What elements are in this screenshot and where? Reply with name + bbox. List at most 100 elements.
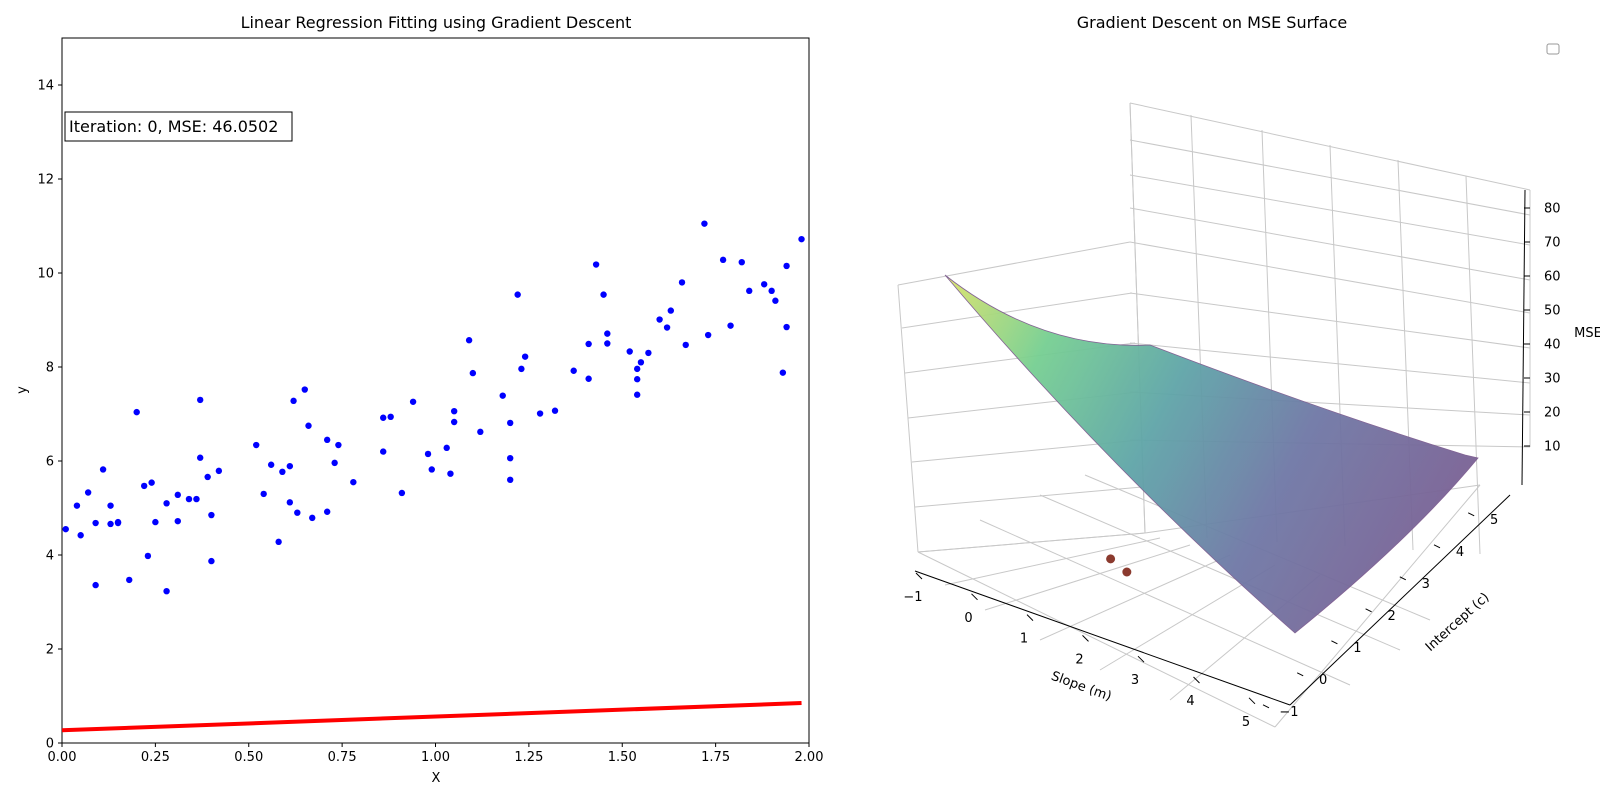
iteration-annotation-box (64, 111, 293, 142)
regression-x-label: X (432, 771, 441, 786)
data-point (768, 287, 775, 295)
regression-y-ticks: 0 2 4 6 8 10 12 14 (37, 79, 62, 752)
data-point (592, 261, 600, 268)
data-point (409, 398, 417, 405)
surface-y-tick-mark (1262, 704, 1270, 709)
surface-axis-lines (914, 189, 1526, 706)
data-point (469, 369, 477, 377)
data-point (633, 376, 641, 383)
data-point (738, 258, 745, 266)
data-point (73, 502, 81, 509)
surface-z-tick-label: 30 (1544, 372, 1561, 387)
data-point (604, 340, 611, 347)
iteration-annotation: Iteration: 0, MSE: 46.0502 (69, 117, 278, 136)
data-point (779, 369, 787, 376)
data-point (196, 454, 204, 461)
data-point (335, 441, 342, 449)
data-point (678, 279, 686, 286)
surface-axes: Gradient Descent on MSE Surface (897, 13, 1600, 730)
data-point (305, 422, 312, 429)
data-point (148, 479, 155, 486)
regression-fit-line (61, 701, 802, 733)
regression-axes: Linear Regression Fitting using Gradient… (15, 13, 823, 786)
data-point (387, 413, 394, 421)
surface-x-tick-mark (1026, 614, 1034, 621)
data-point (645, 349, 652, 357)
surface-z-tick-label: 40 (1544, 338, 1561, 353)
data-point (465, 337, 473, 344)
gradient-path-point (1122, 567, 1132, 577)
surface-z-label: MSE (1574, 326, 1600, 341)
data-point (185, 495, 193, 503)
data-point (323, 436, 331, 444)
data-point (163, 500, 170, 507)
surface-y-tick-mark (1365, 608, 1372, 613)
data-point (663, 324, 671, 331)
surface-title: Gradient Descent on MSE Surface (1077, 13, 1348, 32)
data-point (633, 365, 641, 373)
data-point (92, 519, 99, 527)
data-point (727, 322, 734, 329)
y-tick-label: 12 (37, 173, 54, 188)
x-tick-label: 0.25 (141, 750, 170, 765)
data-point (536, 410, 544, 417)
data-point (604, 330, 611, 337)
data-point (140, 482, 148, 490)
surface-y-tick-mark (1296, 672, 1304, 677)
data-point (275, 538, 282, 546)
data-point (507, 454, 514, 462)
data-point (398, 489, 406, 497)
data-point (499, 392, 506, 399)
data-point (294, 509, 301, 516)
data-point (701, 220, 708, 227)
y-tick-label: 4 (46, 549, 54, 564)
data-point (443, 444, 450, 452)
data-point (477, 428, 484, 436)
data-point (450, 407, 458, 415)
regression-fit-line-group (61, 701, 802, 733)
surface-x-tick-label: 4 (1186, 694, 1194, 709)
y-tick-label: 8 (46, 361, 54, 376)
data-point (424, 450, 432, 458)
x-tick-label: 1.75 (701, 750, 730, 765)
data-point (551, 407, 559, 414)
surface-y-tick-mark (1399, 576, 1407, 581)
data-point (428, 466, 435, 473)
surface-z-ticks: 10 20 30 40 50 60 70 80 (1524, 202, 1561, 455)
data-point (77, 532, 84, 539)
surface-x-tick-label: 0 (964, 611, 972, 626)
regression-y-label: y (15, 386, 30, 394)
x-tick-label: 0.50 (234, 750, 263, 765)
data-point (626, 348, 633, 355)
data-point (174, 517, 181, 525)
surface-legend (1546, 43, 1560, 55)
data-point (323, 508, 331, 515)
gradient-path-point (1106, 554, 1116, 564)
data-point (290, 397, 297, 405)
data-point (783, 323, 790, 331)
data-point (163, 587, 170, 595)
x-tick-label: 1.25 (514, 750, 543, 765)
y-tick-label: 10 (37, 267, 54, 282)
surface-z-tick-label: 50 (1544, 304, 1561, 319)
surface-x-tick-mark (915, 572, 923, 580)
surface-x-tick-label: 2 (1075, 652, 1083, 667)
data-point (174, 491, 181, 499)
data-point (286, 462, 294, 470)
data-point (380, 414, 387, 421)
surface-x-tick-mark (971, 593, 978, 601)
mse-surface (944, 274, 1479, 634)
data-point (380, 448, 387, 455)
data-point (633, 391, 641, 398)
y-tick-label: 2 (46, 643, 54, 658)
surface-x-label: Slope (m) (1049, 669, 1113, 705)
data-point (704, 331, 712, 339)
surface-x-tick-label: 3 (1131, 673, 1139, 688)
data-point (746, 287, 753, 295)
data-point (585, 340, 592, 348)
data-point (507, 476, 514, 483)
surface-z-tick-label: 60 (1544, 270, 1561, 285)
data-point (656, 316, 663, 323)
surface-x-tick-label: 1 (1020, 632, 1028, 647)
